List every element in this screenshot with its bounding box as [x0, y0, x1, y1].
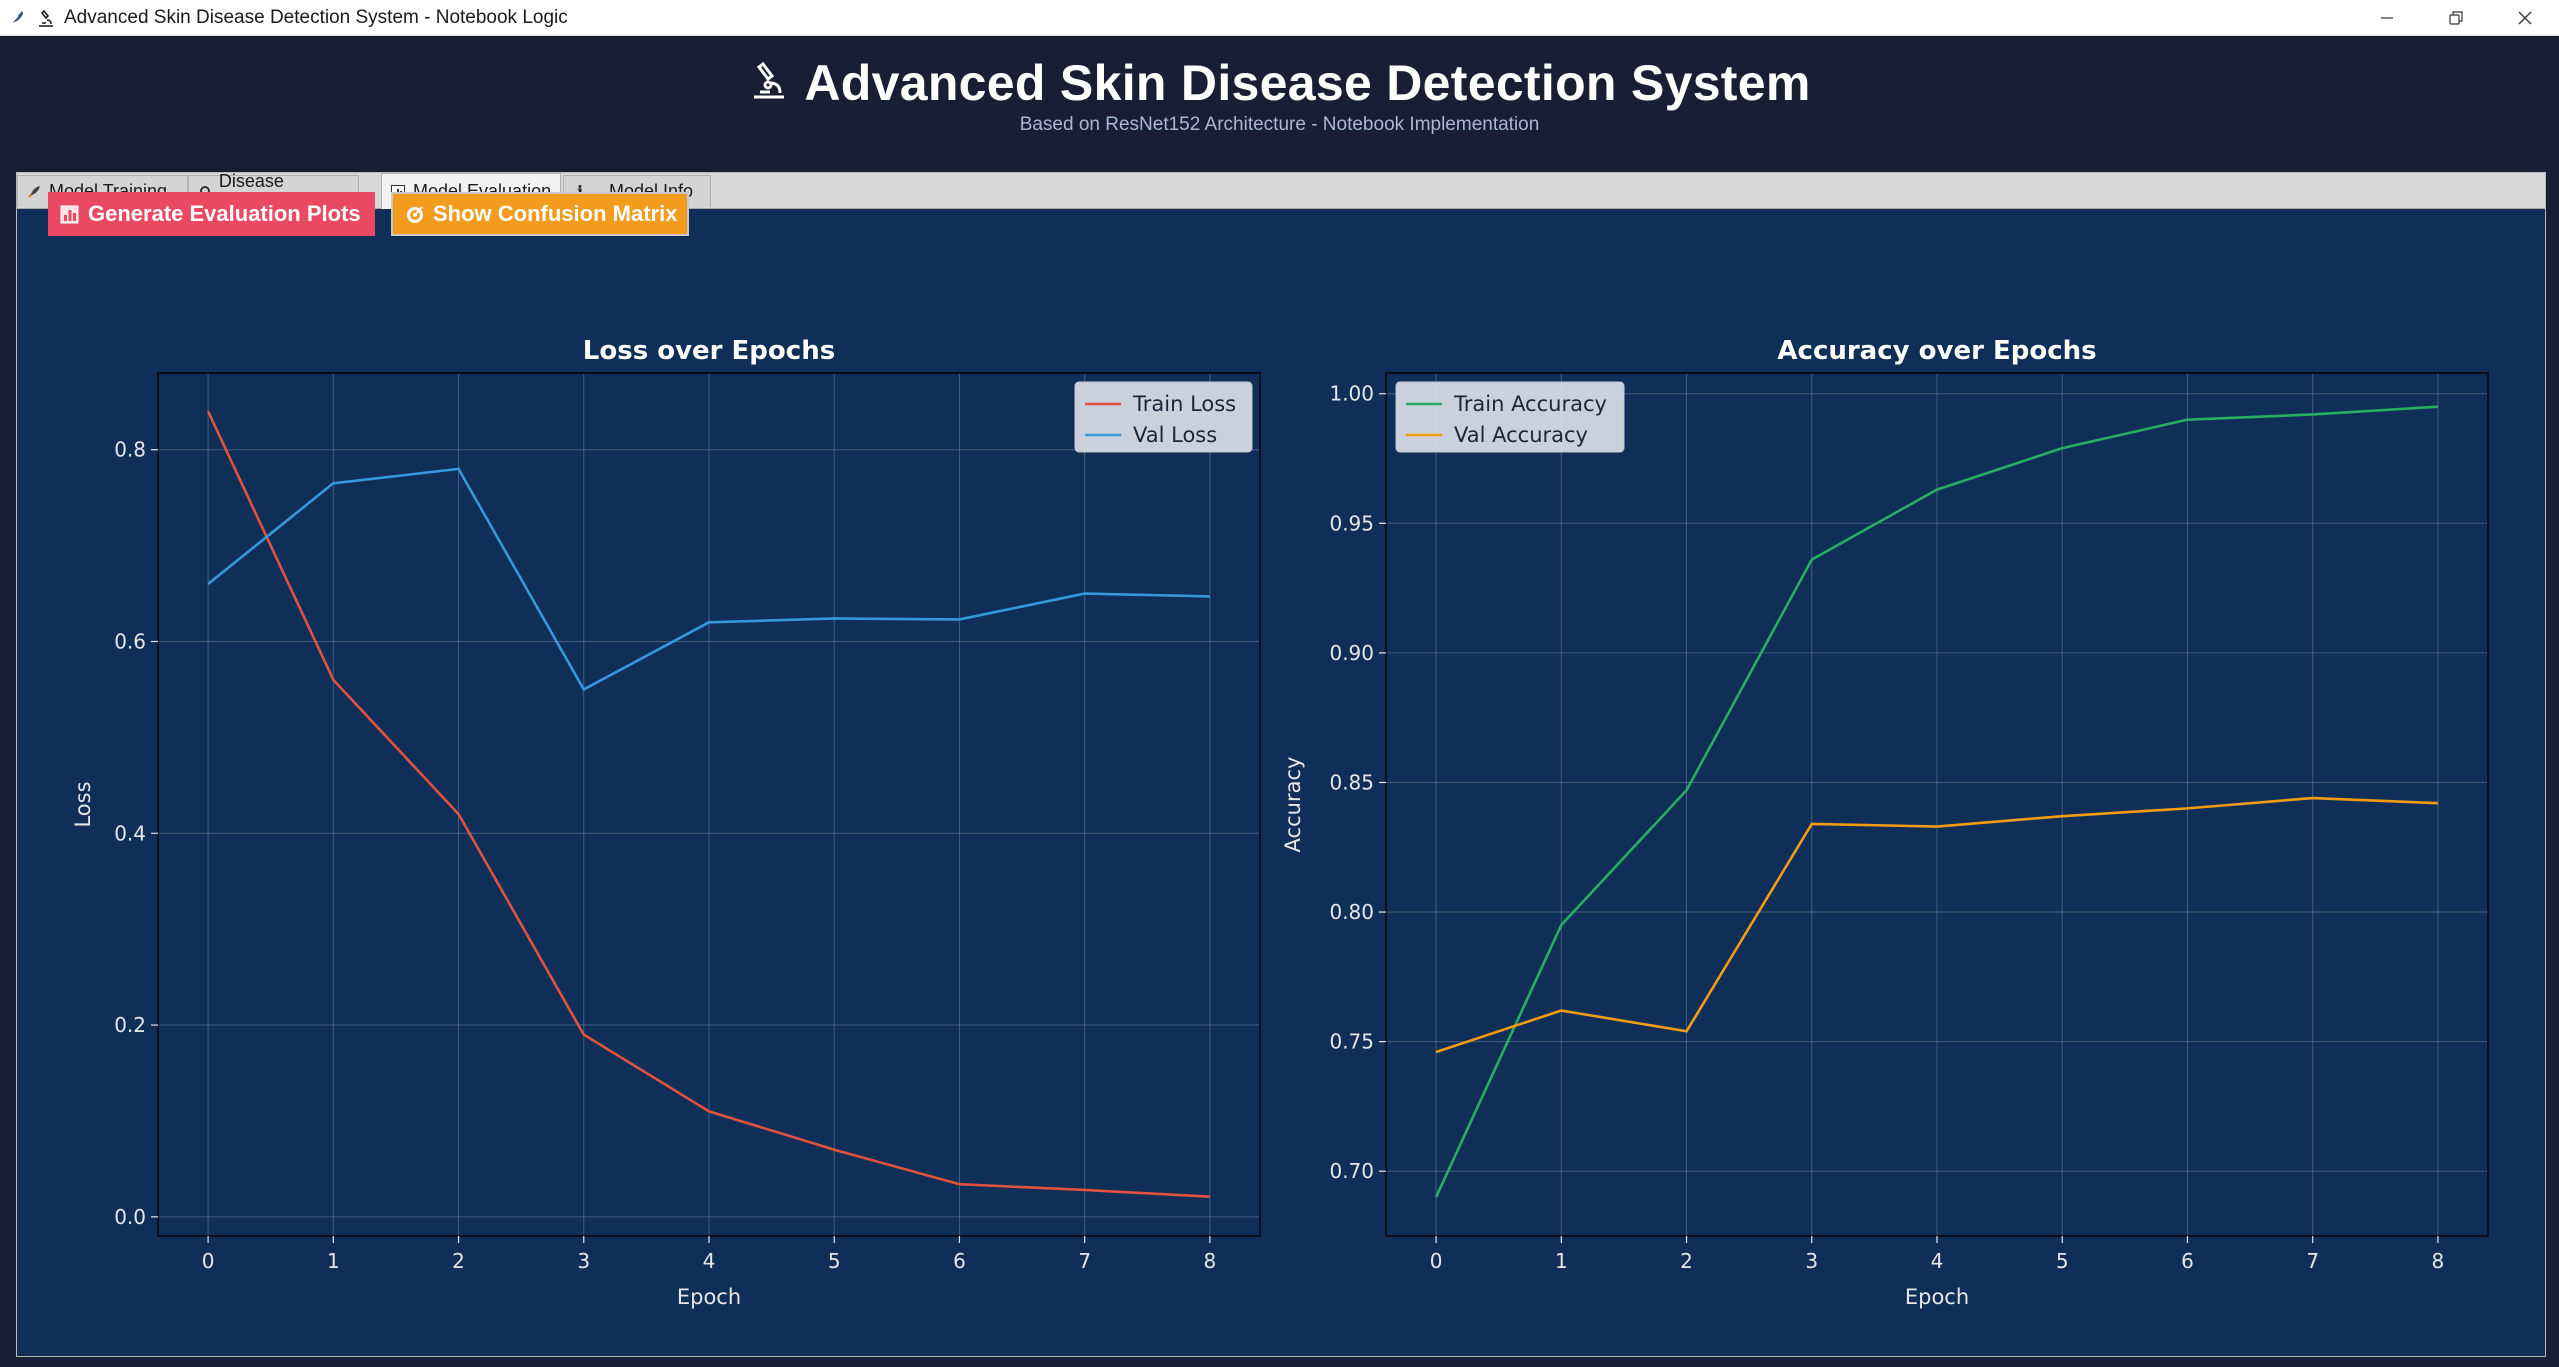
generate-evaluation-plots-button[interactable]: Generate Evaluation Plots: [48, 192, 375, 236]
show-confusion-matrix-button[interactable]: Show Confusion Matrix: [391, 192, 689, 236]
app-title-text: Advanced Skin Disease Detection System: [804, 55, 1811, 111]
page-title: Advanced Skin Disease Detection System: [0, 54, 2559, 116]
info-icon: i: [572, 182, 588, 201]
rocket-icon: [26, 184, 42, 200]
close-button[interactable]: [2490, 0, 2559, 35]
app-header: Advanced Skin Disease Detection System B…: [0, 36, 2559, 170]
window-title: Advanced Skin Disease Detection System -…: [64, 6, 568, 28]
target-icon: [405, 204, 425, 224]
chart-icon: [60, 204, 80, 224]
feather-icon: [6, 8, 26, 28]
restore-icon: [2448, 10, 2463, 25]
button-label: Show Confusion Matrix: [433, 201, 678, 226]
minimize-button[interactable]: [2352, 0, 2421, 35]
close-icon: [2518, 11, 2531, 24]
app-subtitle: Based on ResNet152 Architecture - Notebo…: [1019, 114, 1540, 135]
microscope-icon: [748, 55, 790, 113]
window-titlebar: Advanced Skin Disease Detection System -…: [0, 0, 2559, 36]
button-label: Generate Evaluation Plots: [88, 201, 361, 226]
minimize-icon: [2380, 16, 2393, 19]
restore-button[interactable]: [2421, 0, 2490, 35]
microscope-icon: [36, 8, 56, 28]
notebook: Model Training Disease Prediction Model …: [16, 171, 2546, 1357]
